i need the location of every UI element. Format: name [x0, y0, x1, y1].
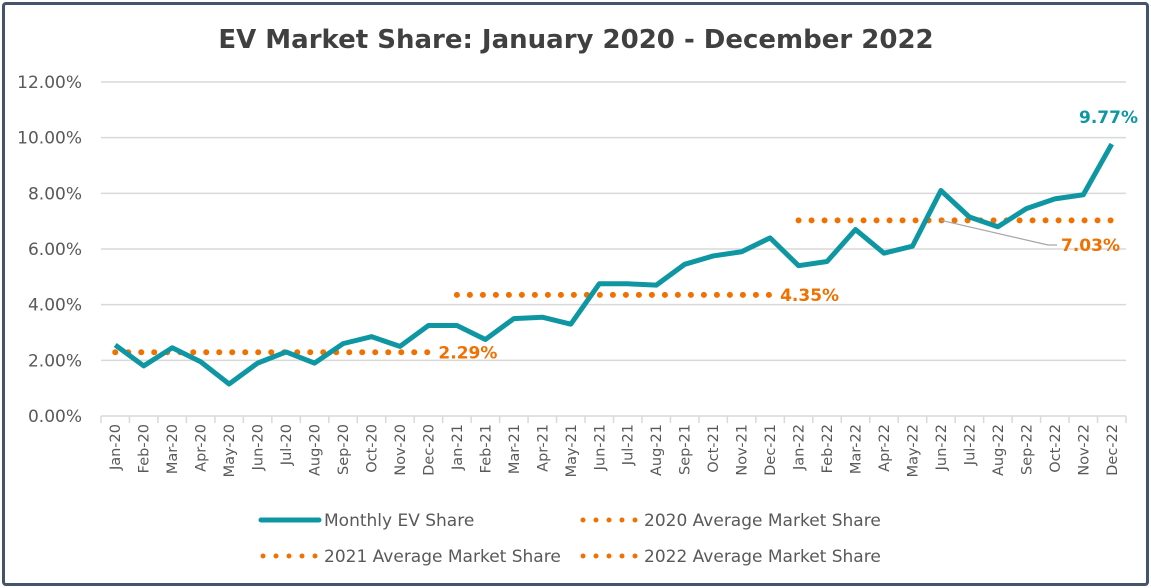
x-tick-label: Apr-20: [194, 424, 210, 472]
x-tick-label: Oct-21: [706, 424, 722, 473]
x-tick-label: Aug-20: [308, 424, 324, 476]
monthly-ev-share-line: [113, 142, 1114, 387]
x-tick-label: Jul-21: [621, 424, 637, 466]
y-tick-label: 6.00%: [28, 240, 82, 260]
chart-title: EV Market Share: January 2020 - December…: [218, 25, 933, 55]
legend-label: 2020 Average Market Share: [644, 511, 881, 531]
y-tick-label: 12.00%: [17, 73, 82, 93]
x-tick-label: Mar-22: [849, 424, 865, 474]
x-tick-label: Dec-21: [763, 424, 779, 476]
x-tick-label: Feb-20: [137, 424, 153, 473]
x-tick-label: Nov-20: [393, 424, 409, 476]
x-tick-label: Jul-20: [279, 424, 295, 466]
x-tick-label: Apr-21: [535, 424, 551, 472]
x-tick-label: Nov-22: [1076, 424, 1092, 476]
x-tick-label: Jul-22: [962, 424, 978, 466]
x-tick-label: Jun-21: [592, 424, 608, 471]
x-tick-label: Jan-22: [792, 424, 808, 471]
average-data-label: 4.35%: [780, 286, 839, 306]
x-tick-label: Sep-21: [678, 424, 694, 475]
x-tick-label: May-22: [905, 424, 921, 477]
legend-label: Monthly EV Share: [324, 511, 474, 531]
x-tick-label: Jan-21: [450, 424, 466, 471]
y-tick-label: 0.00%: [28, 407, 82, 427]
x-tick-label: Nov-21: [735, 424, 751, 476]
end-data-label: 9.77%: [1079, 108, 1138, 128]
label-leader-line: [940, 219, 1057, 246]
x-tick-label: Mar-20: [165, 424, 181, 474]
x-tick-label: May-21: [564, 424, 580, 477]
y-tick-label: 2.00%: [28, 351, 82, 371]
y-tick-label: 10.00%: [17, 129, 82, 149]
legend-label: 2022 Average Market Share: [644, 547, 881, 567]
x-tick-label: Dec-20: [421, 424, 437, 476]
average-data-label: 2.29%: [438, 343, 497, 363]
x-tick-label: Dec-22: [1105, 424, 1121, 476]
x-tick-label: Jun-22: [934, 424, 950, 471]
y-tick-label: 8.00%: [28, 184, 82, 204]
x-tick-label: Aug-22: [991, 424, 1007, 476]
x-tick-label: Jun-20: [251, 424, 267, 471]
x-tick-label: Feb-22: [820, 424, 836, 473]
legend-label: 2021 Average Market Share: [324, 547, 561, 567]
x-tick-label: Sep-22: [1019, 424, 1035, 475]
x-tick-label: Mar-21: [507, 424, 523, 474]
x-tick-label: Sep-20: [336, 424, 352, 475]
x-tick-label: Feb-21: [478, 424, 494, 473]
average-data-label: 7.03%: [1061, 236, 1120, 256]
x-tick-label: Oct-22: [1048, 424, 1064, 473]
x-tick-label: Oct-20: [364, 424, 380, 473]
x-tick-label: Jan-20: [108, 424, 124, 471]
y-tick-label: 4.00%: [28, 296, 82, 316]
x-tick-label: May-20: [222, 424, 238, 477]
x-tick-label: Aug-21: [649, 424, 665, 476]
x-tick-label: Apr-22: [877, 424, 893, 472]
